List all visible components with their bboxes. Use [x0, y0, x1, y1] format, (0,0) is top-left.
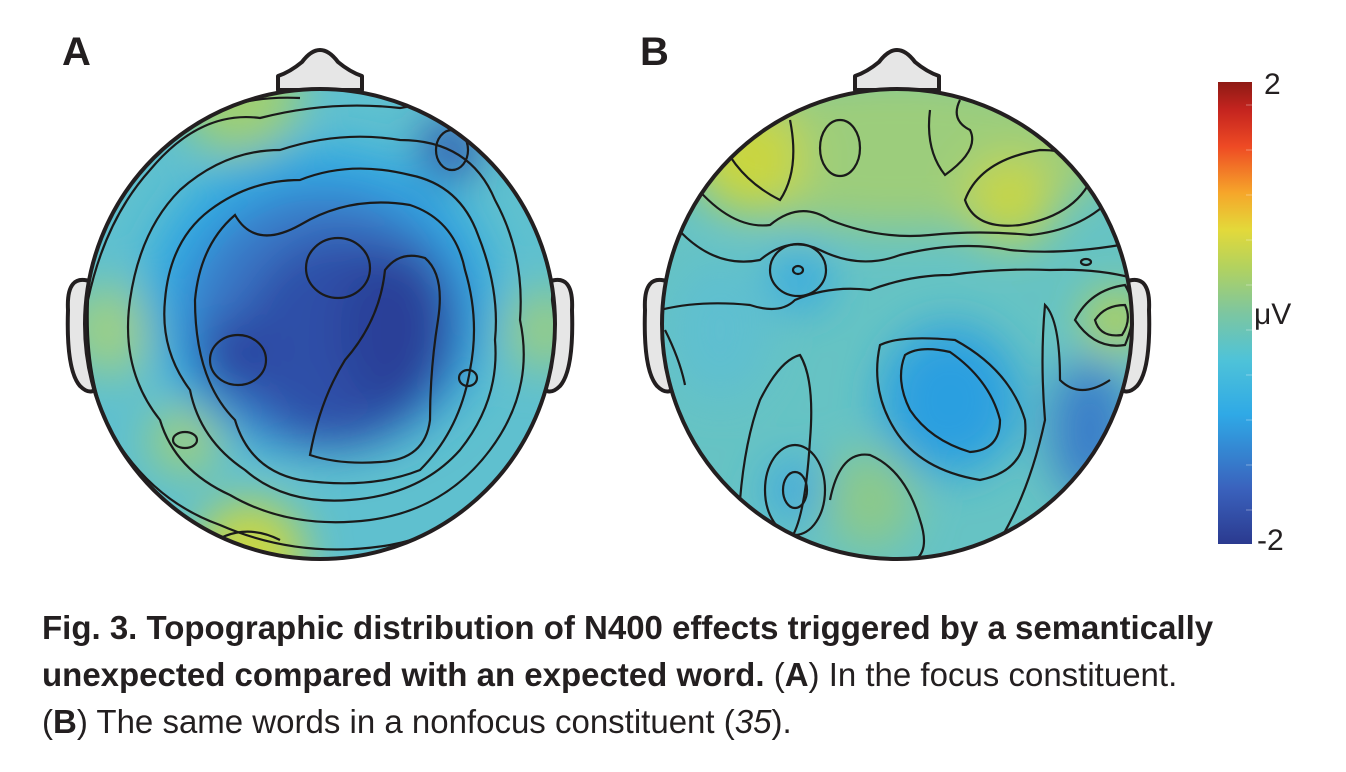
figure-graphic	[65, 48, 1252, 561]
panel-label-a: A	[62, 30, 91, 74]
colorbar-min-label: -2	[1257, 524, 1284, 557]
nose-b	[853, 48, 941, 92]
contours-b	[662, 99, 1132, 559]
caption-title-1: Topographic distribution of N400 effects…	[146, 609, 1214, 646]
caption-b-letter: B	[53, 703, 77, 740]
figure-caption: Fig. 3. Topographic distribution of N400…	[42, 604, 1322, 745]
caption-a-text: ) In the focus constituent.	[808, 656, 1178, 693]
head-outline-a	[83, 87, 557, 561]
caption-line-3: (B) The same words in a nonfocus constit…	[42, 698, 1322, 745]
head-b	[642, 48, 1152, 561]
caption-b-open: (	[42, 703, 53, 740]
nose-a	[276, 48, 364, 92]
caption-fig-label: Fig. 3.	[42, 609, 138, 646]
head-outline-b	[660, 87, 1134, 561]
caption-b-ref: 35	[734, 703, 772, 740]
colorbar	[1218, 82, 1252, 544]
colorbar-unit-label: μV	[1254, 298, 1292, 331]
caption-a-letter: A	[784, 656, 809, 693]
caption-a-open: (	[773, 656, 785, 693]
figure: A B 2 μV -2	[62, 30, 1292, 561]
caption-b-text: ) The same words in a nonfocus constitue…	[76, 703, 735, 740]
colorbar-max-label: 2	[1264, 68, 1281, 101]
topomap-a	[85, 89, 555, 559]
panel-label-b: B	[640, 30, 669, 74]
colorbar-ticks	[1246, 104, 1252, 511]
head-a	[65, 48, 575, 561]
caption-b-close: ).	[771, 703, 792, 740]
caption-line-1: Fig. 3. Topographic distribution of N400…	[42, 604, 1322, 651]
caption-line-2: unexpected compared with an expected wor…	[42, 651, 1322, 698]
colorbar-gradient	[1218, 82, 1252, 544]
caption-title-2: unexpected compared with an expected wor…	[42, 656, 765, 693]
